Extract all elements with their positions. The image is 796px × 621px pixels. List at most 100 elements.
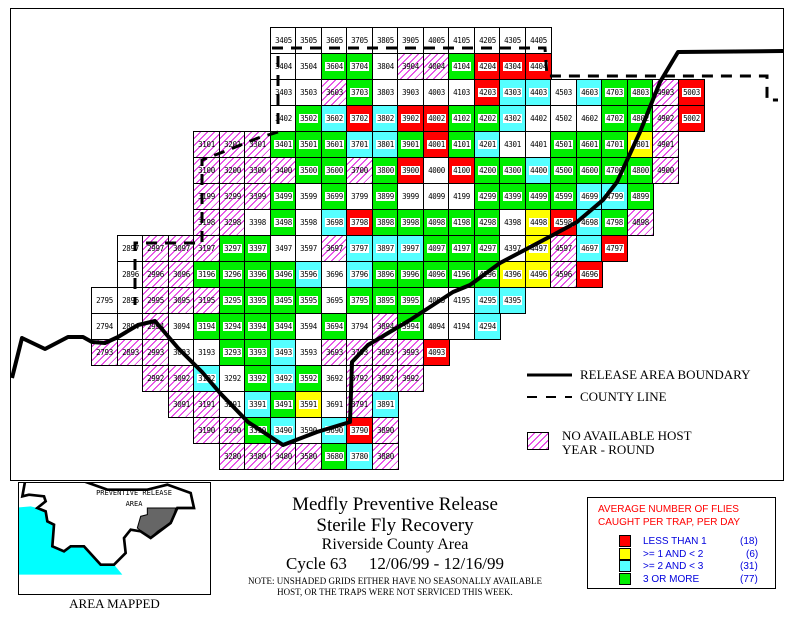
- inset-map-drawing: [12, 466, 196, 575]
- grid-cell-4099: 4099: [423, 183, 450, 210]
- grid-cell-label: 3799: [351, 192, 368, 201]
- grid-cell-3380: 3380: [244, 443, 271, 470]
- grid-cell-2996: 2996: [142, 261, 169, 288]
- grid-cell-label: 3298: [224, 218, 241, 227]
- grid-cell-3290: 3290: [219, 417, 246, 444]
- grid-cell-3503: 3503: [295, 79, 322, 106]
- grid-cell-label: 3780: [350, 452, 369, 461]
- grid-cell-3296: 3296: [219, 261, 246, 288]
- grid-cell-3605: 3605: [321, 27, 348, 54]
- grid-cell-label: 4397: [504, 244, 521, 253]
- grid-cell-label: 4199: [453, 192, 470, 201]
- grid-cell-label: 4301: [504, 140, 521, 149]
- grid-cell-3595: 3595: [295, 287, 322, 314]
- legend-no-host-2: YEAR - ROUND: [562, 442, 655, 457]
- grid-cell-3691: 3691: [321, 391, 348, 418]
- grid-cell-label: 4600: [580, 166, 599, 175]
- grid-cell-4701: 4701: [601, 131, 628, 158]
- grid-cell-3300: 3300: [244, 157, 271, 184]
- grid-cell-label: 4096: [427, 270, 446, 279]
- grid-cell-label: 3194: [197, 322, 216, 331]
- grid-cell-3697: 3697: [321, 235, 348, 262]
- grid-cell-4205: 4205: [474, 27, 501, 54]
- grid-cell-3399: 3399: [244, 183, 271, 210]
- grid-cell-4502: 4502: [550, 105, 577, 132]
- grid-cell-label: 3201: [224, 140, 241, 149]
- grid-cell-4600: 4600: [576, 157, 603, 184]
- grid-cell-3803: 3803: [372, 79, 399, 106]
- grid-cell-label: 2993: [147, 348, 164, 357]
- grid-cell-4903: 4903: [652, 79, 679, 106]
- grid-cell-3495: 3495: [270, 287, 297, 314]
- grid-cell-3091: 3091: [168, 391, 195, 418]
- grid-cell-3194: 3194: [193, 313, 220, 340]
- grid-cell-3200: 3200: [219, 157, 246, 184]
- grid-cell-label: 3999: [402, 192, 419, 201]
- grid-cell-3500: 3500: [295, 157, 322, 184]
- grid-cell-label: 4699: [580, 192, 599, 201]
- grid-cell-label: 3200: [224, 166, 241, 175]
- grid-cell-label: 3295: [223, 296, 242, 305]
- grid-cell-label: 4703: [605, 88, 624, 97]
- grid-cell-label: 2896: [122, 270, 139, 279]
- grid-cell-label: 2795: [96, 296, 113, 305]
- grid-cell-3192: 3192: [193, 365, 220, 392]
- grid-cell-3401: 3401: [270, 131, 297, 158]
- grid-cell-3693: 3693: [321, 339, 348, 366]
- grid-cell-label: 4801: [631, 140, 650, 149]
- key-count: (77): [740, 573, 758, 585]
- grid-cell-label: 3594: [300, 322, 317, 331]
- grid-cell-label: 3599: [300, 192, 317, 201]
- grid-cell-label: 3498: [274, 218, 293, 227]
- grid-cell-3094: 3094: [168, 313, 195, 340]
- grid-cell-3297: 3297: [219, 235, 246, 262]
- grid-cell-label: 3505: [300, 36, 317, 45]
- grid-cell-label: 2997: [147, 244, 164, 253]
- grid-cell-4703: 4703: [601, 79, 628, 106]
- grid-cell-label: 4501: [554, 140, 573, 149]
- grid-cell-label: 4499: [529, 192, 548, 201]
- grid-cell-label: 3196: [197, 270, 216, 279]
- grid-cell-label: 3504: [300, 62, 317, 71]
- inset-caption: AREA MAPPED: [69, 596, 160, 611]
- grid-cell-label: 3095: [173, 296, 190, 305]
- grid-cell-label: 4102: [452, 114, 471, 123]
- grid-cell-label: 4697: [580, 244, 599, 253]
- grid-cell-3497: 3497: [270, 235, 297, 262]
- grid-cell-label: 3904: [402, 62, 419, 71]
- grid-cell-4300: 4300: [499, 157, 526, 184]
- grid-cell-3491: 3491: [270, 391, 297, 418]
- grid-cell-label: 3301: [249, 140, 266, 149]
- legend-county-line: COUNTY LINE: [580, 389, 667, 404]
- grid-cell-3501: 3501: [295, 131, 322, 158]
- grid-cell-label: 4095: [428, 296, 445, 305]
- grid-cell-label: 4097: [427, 244, 446, 253]
- grid-cell-4497: 4497: [525, 235, 552, 262]
- grid-cell-label: 3500: [299, 166, 318, 175]
- grid-cell-3694: 3694: [321, 313, 348, 340]
- grid-cell-label: 3704: [350, 62, 369, 71]
- grid-cell-3905: 3905: [397, 27, 424, 54]
- grid-cell-label: 3195: [198, 296, 215, 305]
- grid-cell-4596: 4596: [550, 261, 577, 288]
- grid-cell-3598: 3598: [295, 209, 322, 236]
- grid-cell-3596: 3596: [295, 261, 322, 288]
- fly-count-legend: AVERAGE NUMBER OF FLIES CAUGHT PER TRAP,…: [587, 497, 776, 589]
- legend-release-boundary: RELEASE AREA BOUNDARY: [580, 367, 751, 382]
- grid-cell-4104: 4104: [448, 53, 475, 80]
- grid-cell-3390: 3390: [244, 417, 271, 444]
- grid-cell-label: 4094: [428, 322, 445, 331]
- grid-cell-4203: 4203: [474, 79, 501, 106]
- cyan-swatch: [619, 560, 631, 572]
- grid-cell-label: 3795: [350, 296, 369, 305]
- grid-cell-4397: 4397: [499, 235, 526, 262]
- grid-cell-label: 4294: [478, 322, 497, 331]
- grid-cell-label: 3701: [350, 140, 369, 149]
- grid-cell-4302: 4302: [499, 105, 526, 132]
- grid-cell-label: 4403: [529, 88, 548, 97]
- grid-cell-3599: 3599: [295, 183, 322, 210]
- inset-label-1: PREVENTIVE RELEASE: [96, 489, 172, 497]
- grid-cell-label: 4700: [605, 166, 624, 175]
- grid-cell-label: 4502: [555, 114, 572, 123]
- grid-cell-label: 3396: [248, 270, 267, 279]
